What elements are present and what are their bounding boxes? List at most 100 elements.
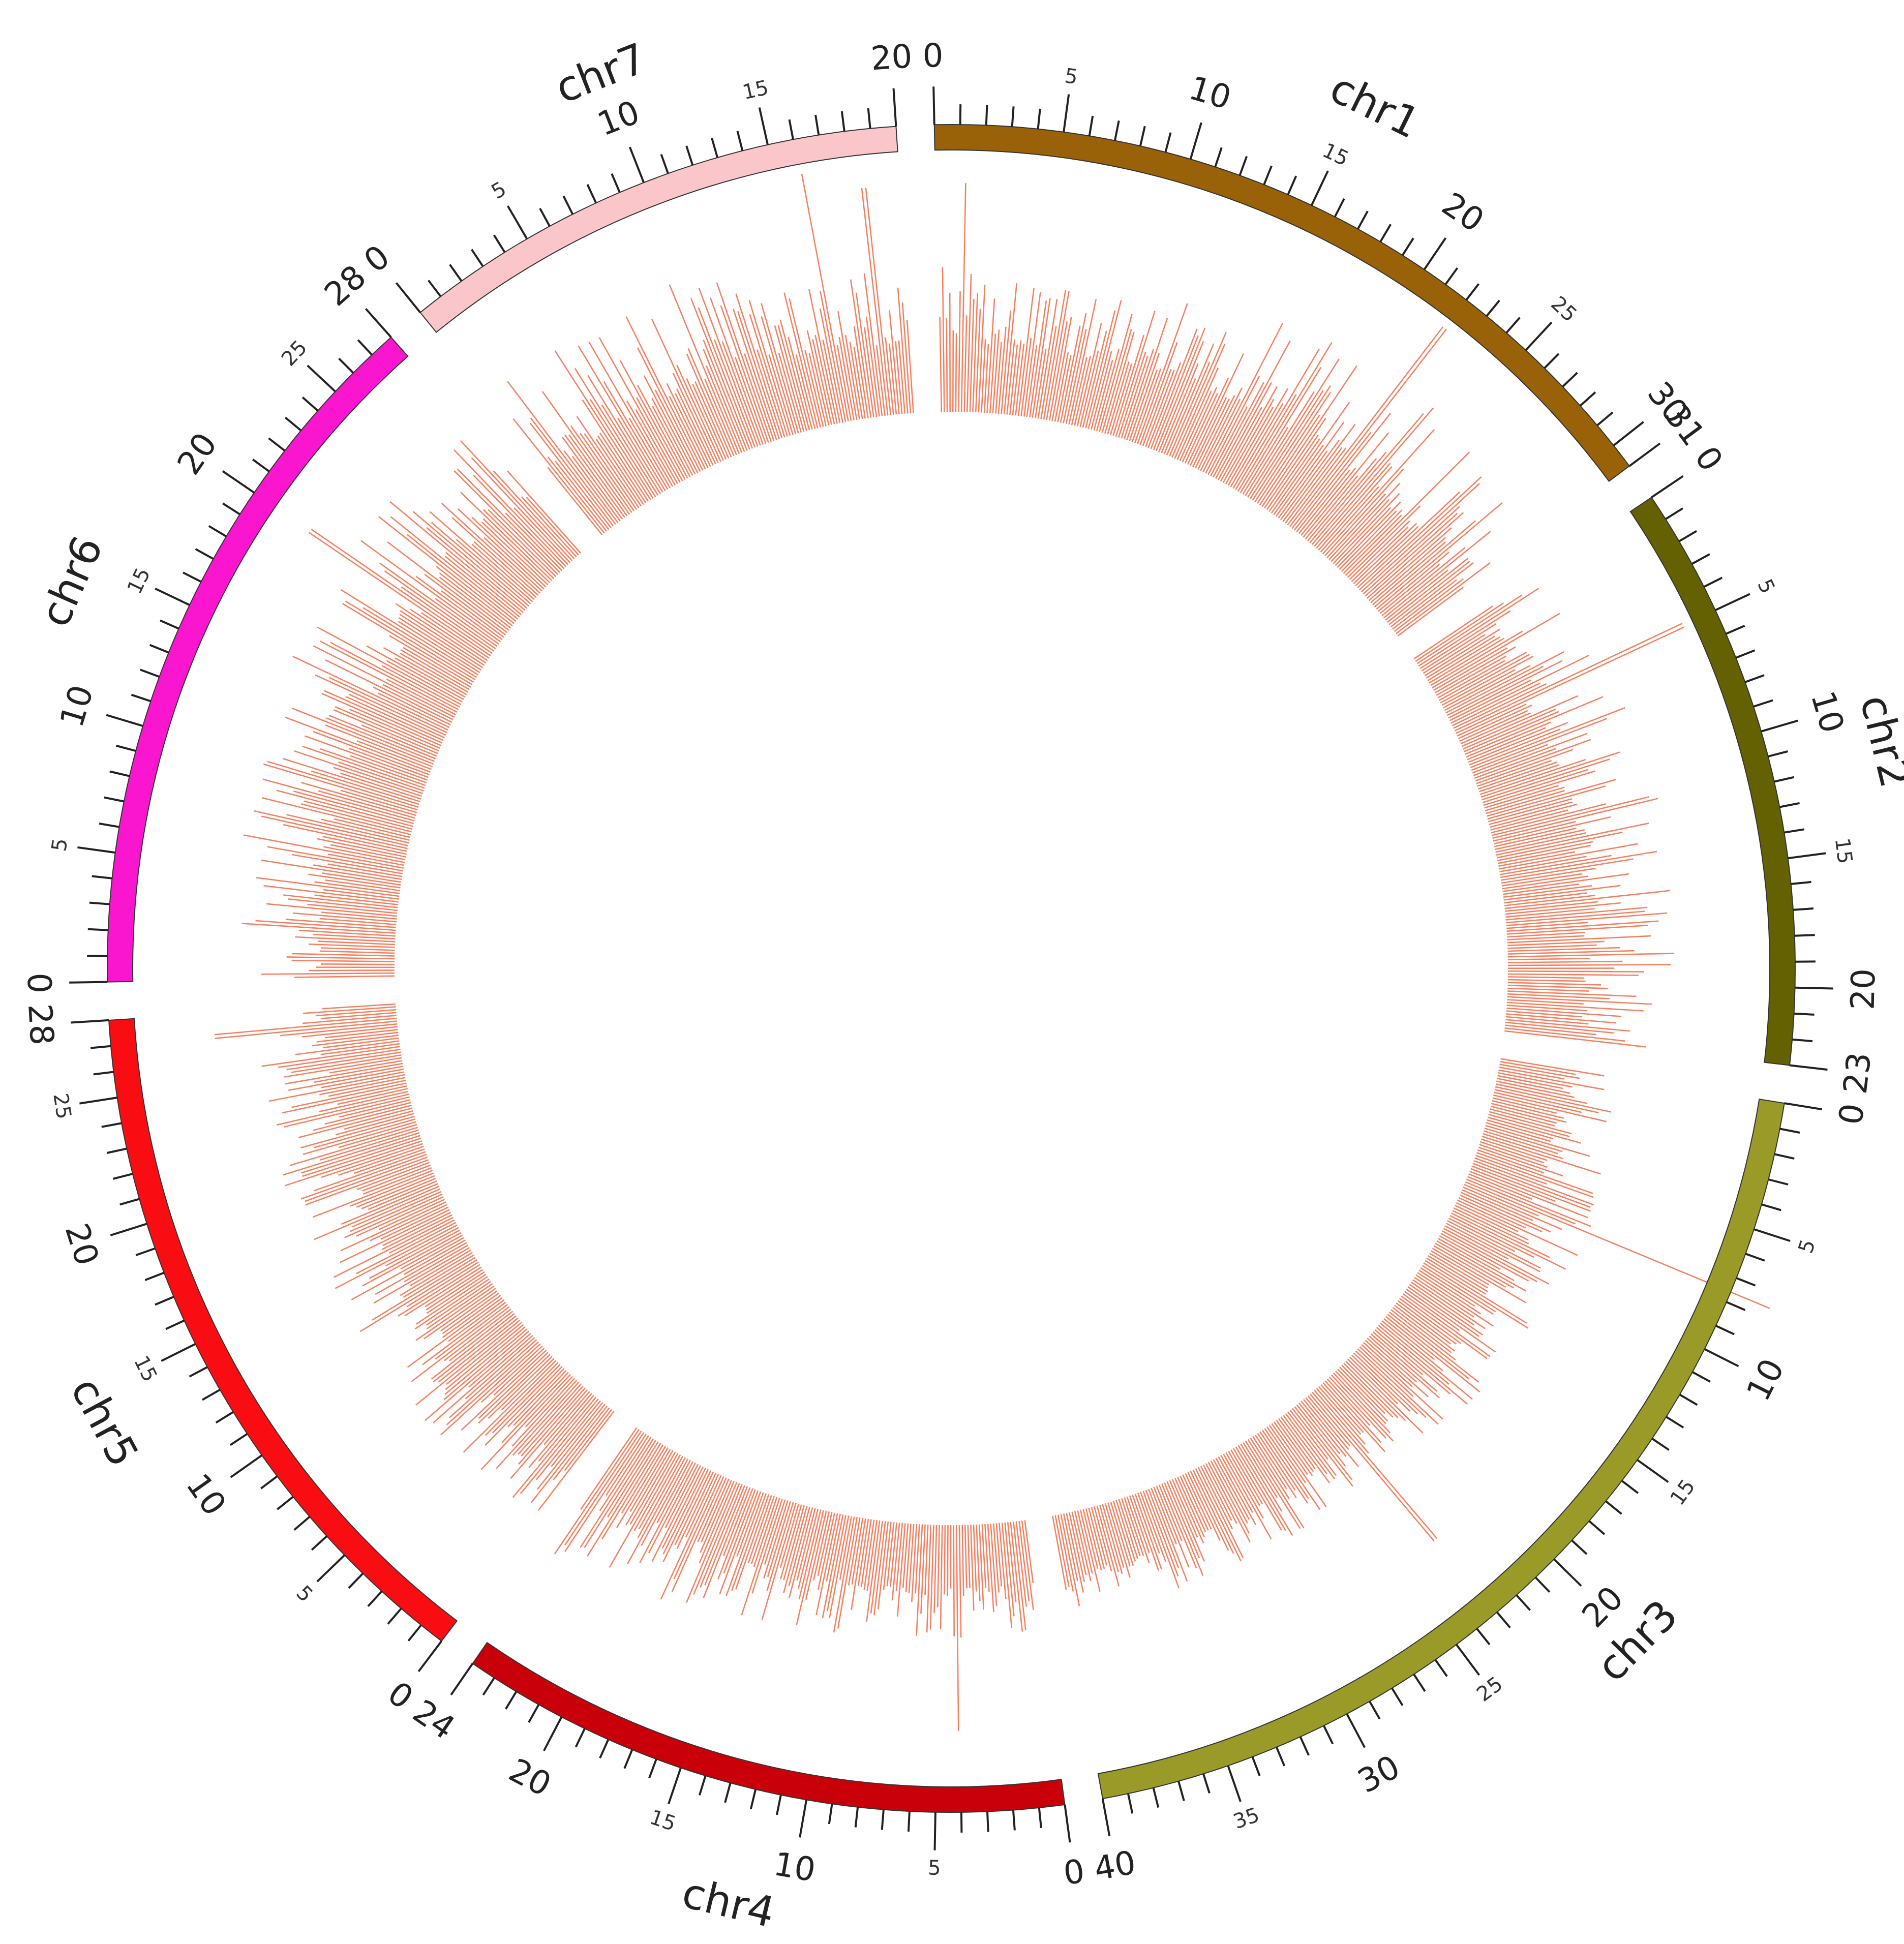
- hist-bar-chr3: [1202, 1464, 1232, 1521]
- hist-bar-chr6: [526, 496, 579, 556]
- hist-bar-chr6: [311, 528, 493, 654]
- hist-bar-chr7: [598, 337, 681, 483]
- hist-bar-chr3: [1412, 1279, 1486, 1329]
- tick-chr3-34: [1251, 1756, 1261, 1776]
- tick-chr4-6: [907, 1811, 911, 1832]
- hist-bar-chr1: [1282, 424, 1356, 522]
- tick-chr3-37: [1177, 1781, 1185, 1801]
- tick-chr3-15: [1637, 1459, 1669, 1483]
- tick-chr5-20: [110, 1223, 147, 1236]
- tick-chr3-8: [1726, 1301, 1746, 1311]
- hist-bar-chr5: [350, 1172, 434, 1207]
- hist-bar-chr5: [351, 1237, 465, 1300]
- hist-bar-chr6: [266, 903, 397, 917]
- hist-bar-chr3: [1102, 1504, 1123, 1574]
- tick-chr5-22: [112, 1173, 133, 1180]
- hist-bar-chr1: [1266, 435, 1319, 510]
- hist-bar-chr3: [1426, 1257, 1487, 1295]
- hist-bar-chr3: [1309, 1393, 1435, 1541]
- hist-bar-chr2: [1505, 1021, 1614, 1034]
- hist-bar-chr6: [395, 603, 487, 664]
- hist-bar-chr2: [1454, 623, 1683, 732]
- hist-bar-chr1: [1339, 510, 1397, 570]
- tick-chr7-0: [395, 282, 421, 313]
- hist-bar-chr3: [1487, 1116, 1581, 1144]
- hist-bar-chr1: [1363, 506, 1461, 595]
- tick-chr5-4: [348, 1572, 364, 1589]
- hist-bar-chr4: [797, 1508, 819, 1589]
- hist-bar-chr7: [844, 335, 860, 420]
- hist-bar-chr1: [1245, 427, 1289, 496]
- hist-bar-chr3: [1063, 1513, 1078, 1582]
- hist-bar-chr6: [313, 645, 455, 718]
- hist-bar-chr1: [1383, 531, 1491, 619]
- tick-chr3-38: [1152, 1787, 1160, 1808]
- tick-chr4-3: [986, 1811, 989, 1832]
- hist-bar-chr2: [1494, 827, 1577, 847]
- hist-bar-chr7: [595, 439, 642, 507]
- hist-bar-chr4: [625, 1448, 671, 1526]
- hist-bar-chr5: [424, 1330, 530, 1421]
- hist-bar-chr6: [286, 956, 395, 960]
- hist-bar-chr1: [1273, 444, 1324, 515]
- hist-bar-chr3: [1491, 1103, 1567, 1123]
- hist-bar-chr2: [1450, 654, 1590, 724]
- hist-bar-chr4: [883, 1522, 892, 1590]
- tick-label-chr5-0: 0: [380, 1675, 419, 1717]
- hist-bar-chr5: [303, 1006, 396, 1014]
- hist-bar-chr3: [1289, 1410, 1329, 1460]
- hist-bar-chr1: [1131, 369, 1158, 442]
- hist-bar-chr6: [444, 556, 520, 618]
- tick-chr1-22: [1465, 283, 1480, 301]
- hist-bar-chr5: [478, 1352, 549, 1419]
- hist-bar-chr1: [1099, 314, 1133, 432]
- hist-bar-chr1: [1358, 476, 1482, 591]
- hist-bar-chr1: [1145, 370, 1175, 447]
- tick-chr3-3: [1768, 1178, 1789, 1186]
- hist-bar-chr2: [1444, 664, 1531, 711]
- hist-bar-chr6: [389, 634, 473, 685]
- hist-bar-chr6: [317, 626, 462, 706]
- tick-label-chr3-40: 40: [1091, 1844, 1138, 1888]
- hist-bar-chr4: [837, 1516, 858, 1629]
- tick-label-chr4-0: 0: [1061, 1852, 1086, 1893]
- hist-bar-chr2: [1489, 803, 1578, 828]
- hist-bar-chr7: [721, 341, 761, 446]
- tick-chr1-3: [1011, 106, 1015, 127]
- hist-bar-chr3: [1195, 1468, 1242, 1562]
- hist-bar-chr6: [323, 889, 399, 900]
- hist-bar-chr2: [1502, 873, 1629, 892]
- hist-bar-chr6: [255, 920, 396, 931]
- hist-bar-chr2: [1503, 883, 1580, 895]
- hist-bar-chr4: [584, 1438, 654, 1548]
- hist-bar-chr5: [295, 1040, 400, 1055]
- hist-bar-chr7: [808, 289, 838, 424]
- hist-bar-chr4: [905, 1524, 912, 1592]
- hist-bar-chr3: [1397, 1300, 1457, 1345]
- hist-bar-chr5: [443, 1309, 511, 1361]
- hist-bar-chr1: [1390, 562, 1474, 628]
- hist-bar-chr3: [1478, 1146, 1563, 1177]
- hist-bar-chr1: [1074, 355, 1091, 426]
- hist-bar-chr3: [1145, 1490, 1179, 1576]
- hist-bar-chr7: [863, 327, 878, 417]
- hist-bar-chr2: [1430, 630, 1523, 686]
- hist-bar-chr2: [1427, 636, 1501, 681]
- hist-bar-chr2: [1506, 1001, 1644, 1012]
- hist-bar-chr1: [1335, 507, 1392, 566]
- hist-bar-chr3: [1456, 1202, 1519, 1232]
- hist-bar-chr3: [1391, 1309, 1456, 1360]
- hist-bar-chr1: [1247, 391, 1315, 498]
- tick-chr1-11: [1214, 147, 1223, 167]
- tick-chr7-5: [507, 205, 528, 240]
- hist-bar-chr5: [415, 1285, 495, 1341]
- hist-bar-chr3: [1161, 1483, 1197, 1568]
- hist-bar-chr7: [768, 354, 794, 435]
- hist-bar-chr7: [865, 316, 880, 417]
- hist-bar-chr4: [813, 1511, 830, 1581]
- hist-bar-chr6: [373, 686, 451, 726]
- hist-bar-chr5: [362, 1167, 432, 1195]
- tick-chr2-14: [1784, 828, 1805, 834]
- hist-bar-chr7: [568, 434, 628, 517]
- hist-bar-chr3: [1333, 1373, 1391, 1434]
